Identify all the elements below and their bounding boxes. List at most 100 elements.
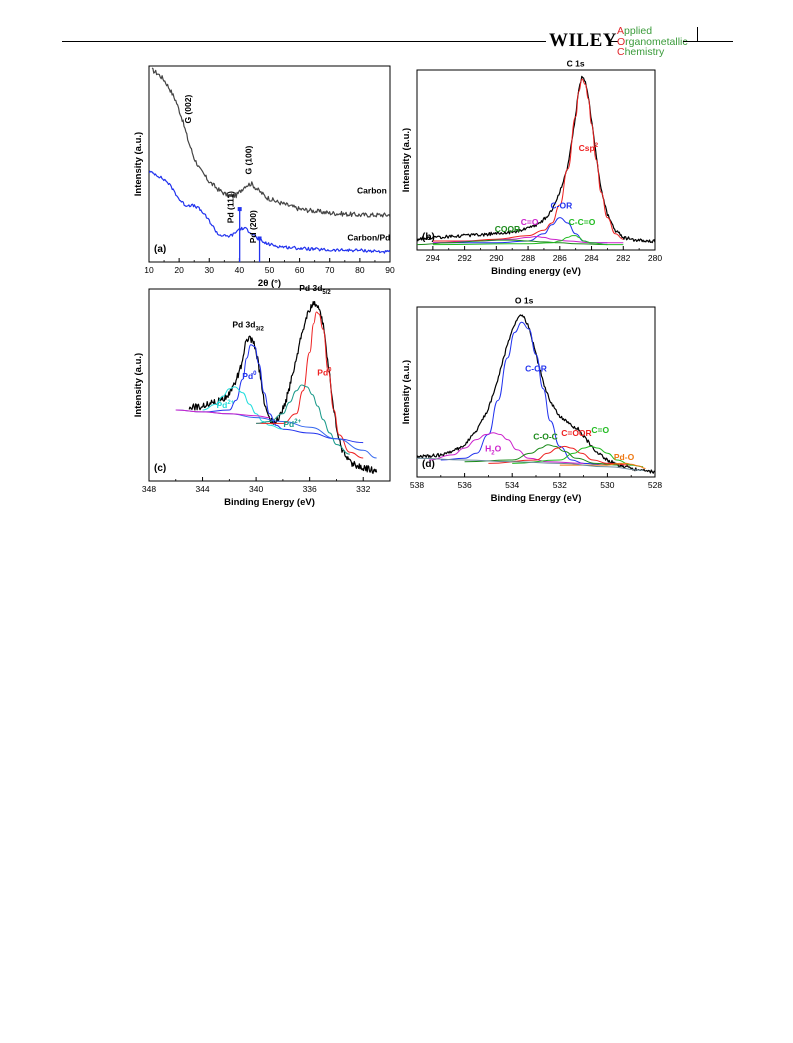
annotation-text: Pd [283, 419, 294, 429]
series-line-pd-o [559, 462, 646, 469]
annotation-text: C-C=O [569, 217, 596, 227]
peak-annotation: Pd0 [317, 367, 332, 377]
peak-annotation: Carbon [357, 185, 387, 195]
peak-annotation: C-OR [551, 201, 573, 211]
peak-annotation: Pd2+ [283, 419, 301, 429]
publisher-logo: WILEY [549, 30, 617, 52]
peak-annotation: C-C=O [569, 217, 596, 227]
series-group [175, 301, 378, 474]
logo-dash [610, 41, 618, 42]
panel-label: (d) [422, 459, 435, 470]
series-group [417, 75, 655, 246]
series-line-o-1s [417, 314, 655, 474]
x-tick-label: 286 [553, 253, 567, 263]
x-tick-label: 288 [521, 253, 535, 263]
annotation-text: C-O-C [533, 432, 558, 442]
peak-annotation: Pd (111) [225, 191, 235, 223]
annotation-text: Pd [317, 367, 328, 377]
journal-line-1: Applied [617, 25, 653, 37]
chart-panel-b: 294 292 290 288 286 284 282 280 Binding energy (… [401, 58, 662, 277]
peak-annotation: Pd 3d3/2 [232, 319, 264, 332]
annotation-sup: 2+ [227, 400, 234, 406]
annotation-text: C-OR [551, 201, 573, 211]
series-line-csp2 [432, 78, 624, 242]
peak-annotation: Pd-O [614, 452, 635, 462]
journal-line-2: Organometallic [617, 35, 688, 48]
x-tick-label: 538 [410, 480, 424, 490]
series-line-c-c-o [432, 235, 624, 246]
x-tick-label: 40 [235, 265, 245, 275]
series-line-c-o-c [464, 444, 620, 466]
annotation-text: Pd-O [614, 452, 635, 462]
x-tick-label: 284 [584, 253, 598, 263]
annotation-text: Pd [242, 371, 253, 381]
annotation-text: Carbon/Pd [347, 232, 390, 242]
peak-annotation: O 1s [515, 296, 534, 306]
annotation-sub: 3/2 [255, 326, 264, 332]
annotation-text: Csp [579, 143, 595, 153]
annotation-text: Pd 3d [232, 319, 255, 329]
series-line-pd2-3d5-2 [256, 384, 350, 455]
series-line-h2o [428, 432, 584, 464]
peak-annotation: C=O [591, 425, 609, 435]
x-tick-label: 290 [489, 253, 503, 263]
series-line-pd0-3d3-2 [202, 344, 364, 444]
annotation-text: H [485, 444, 491, 454]
peak-annotation: Pd2+ [216, 400, 234, 410]
peak-annotation: Carbon/Pd [347, 232, 390, 242]
x-tick-label: 344 [195, 484, 209, 494]
series-line-c-oor [488, 445, 632, 466]
annotation-text: G (100) [243, 146, 253, 175]
peak-annotation: Pd0 [242, 371, 257, 381]
annotation-sub: 5/2 [322, 290, 331, 296]
y-axis-label: Intensity (a.u.) [133, 353, 144, 417]
series-line-c-or [440, 321, 608, 466]
peak-annotation: C=OOR [561, 428, 591, 438]
annotation-text: Pd (200) [248, 210, 258, 243]
x-axis-label: 2θ (°) [258, 278, 281, 289]
x-tick-label: 30 [205, 265, 215, 275]
x-tick-label: 50 [265, 265, 275, 275]
peak-annotation: Csp2 [579, 143, 599, 153]
peak-annotation: Pd 3d5/2 [299, 285, 331, 296]
series-line-carbon-pd [149, 170, 390, 254]
journal-name: Applied Organometallic Chemistry [617, 26, 688, 58]
annotation-sup: 0 [253, 371, 257, 377]
annotation-sub: 2 [491, 451, 495, 457]
x-tick-label: 332 [356, 484, 370, 494]
y-axis-label: Intensity (a.u.) [133, 132, 144, 196]
peak-annotation: C 1s [567, 58, 585, 68]
annotation-sup: 2 [595, 143, 599, 149]
annotation-text: Pd 3d [299, 285, 322, 293]
annotation-sup: 2+ [294, 419, 301, 425]
x-tick-label: 532 [553, 480, 567, 490]
annotation-tail: O [495, 444, 502, 454]
panel-label: (a) [154, 244, 166, 255]
x-tick-label: 80 [355, 265, 365, 275]
annotation-text: C-OR [525, 364, 547, 374]
x-tick-label: 348 [142, 484, 156, 494]
x-tick-label: 280 [648, 253, 662, 263]
series-line-c-1s [417, 75, 655, 244]
peak-annotation: G (002) [183, 95, 193, 124]
x-tick-label: 70 [325, 265, 335, 275]
series-line-coor [417, 239, 608, 246]
y-axis-label: Intensity (a.u.) [401, 128, 412, 192]
x-tick-label: 336 [303, 484, 317, 494]
x-tick-label: 90 [385, 265, 395, 275]
peak-annotation: C-O-C [533, 432, 558, 442]
annotation-text: Pd (111) [225, 191, 235, 223]
plot-frame [148, 288, 391, 482]
series-line-background2 [175, 409, 270, 419]
annotation-text: COOR [495, 224, 521, 234]
peak-annotation: COOR [495, 224, 521, 234]
x-axis-label: Binding Energy (eV) [224, 497, 315, 508]
peak-annotation: C-OR [525, 364, 547, 374]
peak-annotation: C=O [521, 217, 539, 227]
header-tick [697, 27, 698, 41]
annotation-text: O 1s [515, 296, 534, 306]
x-tick-label: 292 [458, 253, 472, 263]
x-tick-label: 528 [648, 480, 662, 490]
page-header: WILEY Applied Organometallic Chemistry [0, 0, 793, 60]
plot-frame [416, 69, 656, 251]
